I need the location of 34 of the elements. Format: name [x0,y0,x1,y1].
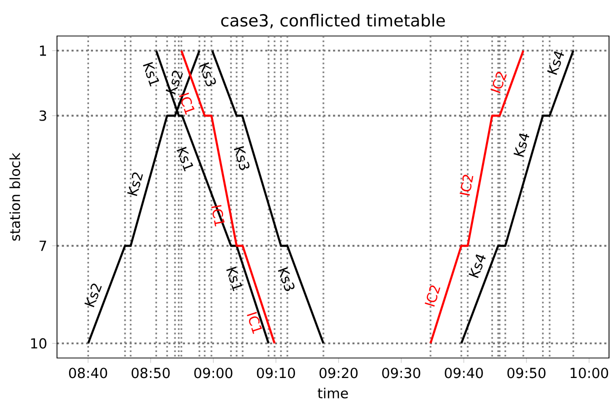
x-tick-label: 09:40 [444,368,483,378]
text: Ks2 [127,172,143,196]
x-axis-title: time [318,388,348,398]
x-tick-label: 10:00 [570,368,608,378]
x-tick-label: 09:00 [194,368,232,378]
text: Ks4 [514,133,530,157]
x-tick-label: 08:40 [69,368,108,378]
text: Ks3 [278,267,294,292]
text: IC1 [211,204,225,226]
x-tick-label: 08:50 [132,368,170,378]
y-tick-label: 10 [31,338,46,349]
text: IC1 [179,92,195,115]
text: IC1 [246,312,262,334]
x-tick-label: 09:20 [320,368,358,378]
text: Ks3 [234,146,250,170]
text: Ks4 [547,51,564,75]
y-tick-label: 7 [40,240,46,251]
text: IC2 [490,72,507,94]
text: Ks1 [226,266,242,292]
y-axis-title: station block [9,152,20,241]
x-tick-label: 09:10 [256,368,295,378]
text: Ks2 [84,284,102,308]
text: Ks1 [142,62,160,86]
y-tick-label: 3 [40,110,46,121]
text: IC2 [460,174,474,196]
x-tick-label: 09:30 [382,368,420,378]
line-series [460,50,574,344]
text: Ks1 [176,146,194,172]
text: Ks4 [468,254,486,278]
text: Ks3 [199,62,216,86]
y-tick-label: 1 [40,46,46,56]
x-tick-label: 09:50 [507,368,546,378]
text: IC2 [424,285,440,307]
chart-title: case3, conflicted timetable [221,14,445,28]
